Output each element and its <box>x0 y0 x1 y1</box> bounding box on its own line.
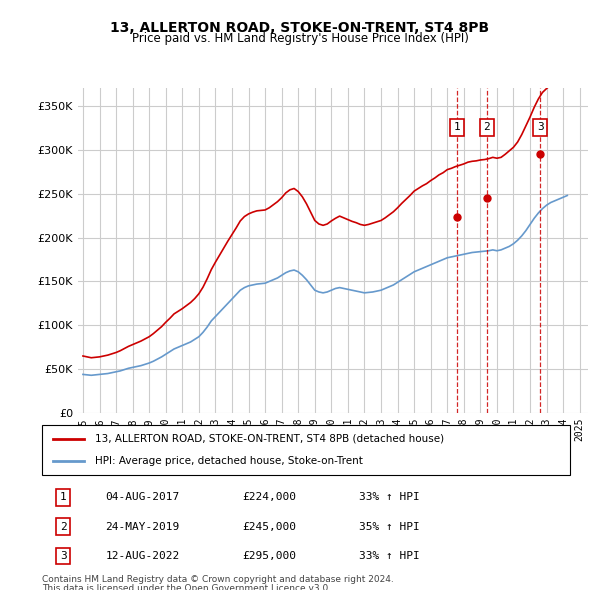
Text: Price paid vs. HM Land Registry's House Price Index (HPI): Price paid vs. HM Land Registry's House … <box>131 32 469 45</box>
Text: £224,000: £224,000 <box>242 492 296 502</box>
Text: 04-AUG-2017: 04-AUG-2017 <box>106 492 179 502</box>
FancyBboxPatch shape <box>42 425 570 475</box>
Text: 3: 3 <box>60 551 67 561</box>
Text: 1: 1 <box>454 123 460 132</box>
Text: 3: 3 <box>537 123 544 132</box>
Text: 33% ↑ HPI: 33% ↑ HPI <box>359 551 419 561</box>
Text: 24-MAY-2019: 24-MAY-2019 <box>106 522 179 532</box>
Text: 1: 1 <box>60 492 67 502</box>
Text: HPI: Average price, detached house, Stoke-on-Trent: HPI: Average price, detached house, Stok… <box>95 456 362 466</box>
Text: 2: 2 <box>60 522 67 532</box>
Text: 35% ↑ HPI: 35% ↑ HPI <box>359 522 419 532</box>
Text: 13, ALLERTON ROAD, STOKE-ON-TRENT, ST4 8PB (detached house): 13, ALLERTON ROAD, STOKE-ON-TRENT, ST4 8… <box>95 434 444 444</box>
Text: 13, ALLERTON ROAD, STOKE-ON-TRENT, ST4 8PB: 13, ALLERTON ROAD, STOKE-ON-TRENT, ST4 8… <box>110 21 490 35</box>
Text: 2: 2 <box>484 123 490 132</box>
Text: This data is licensed under the Open Government Licence v3.0.: This data is licensed under the Open Gov… <box>42 584 331 590</box>
Text: £295,000: £295,000 <box>242 551 296 561</box>
Text: £245,000: £245,000 <box>242 522 296 532</box>
Text: 33% ↑ HPI: 33% ↑ HPI <box>359 492 419 502</box>
Text: 12-AUG-2022: 12-AUG-2022 <box>106 551 179 561</box>
Text: Contains HM Land Registry data © Crown copyright and database right 2024.: Contains HM Land Registry data © Crown c… <box>42 575 394 584</box>
